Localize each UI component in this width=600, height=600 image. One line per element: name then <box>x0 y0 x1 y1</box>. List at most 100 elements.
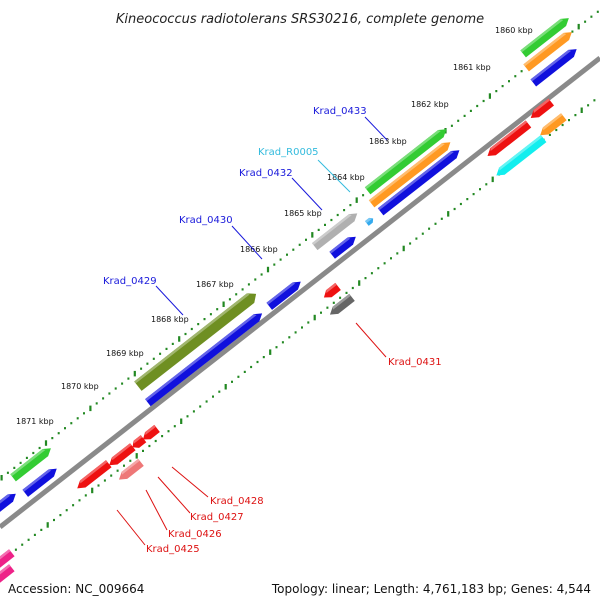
scale-dot <box>13 466 16 469</box>
scale-dot <box>205 400 208 403</box>
kbp-tick-mark <box>46 522 49 528</box>
scale-dot <box>390 257 392 260</box>
gene-pink-krad-0426[interactable] <box>116 458 144 483</box>
scale-dot <box>450 124 453 127</box>
gene-blue-krad-0429[interactable] <box>145 310 265 407</box>
leader-krad-0427 <box>157 476 191 514</box>
scale-dot <box>53 518 55 522</box>
gene-olive-krad-0429-highlight <box>134 293 250 384</box>
gene-magenta-edge[interactable] <box>0 549 15 575</box>
gene-red-krad-0427b[interactable] <box>130 435 147 451</box>
gene-label-krad-r0005[interactable]: Krad_R0005 <box>258 147 319 158</box>
gene-gray-krad-0432[interactable] <box>311 210 360 251</box>
gene-darkgray-krad-0431-body <box>329 293 355 315</box>
kbp-tick-mark <box>44 440 48 446</box>
gene-red-1861-body <box>530 98 555 119</box>
scale-dot <box>40 528 43 531</box>
gene-red-krad-0431[interactable] <box>321 282 341 301</box>
scale-dot <box>317 228 320 231</box>
gene-orange-1861-highlight <box>542 113 563 131</box>
kbp-tick-label: 1865 kbp <box>284 209 322 218</box>
scale-dot <box>288 336 291 339</box>
gene-label-krad-0429[interactable]: Krad_0429 <box>103 276 157 287</box>
gene-blue-1860[interactable] <box>530 46 580 87</box>
gene-orange-1860[interactable] <box>523 29 574 72</box>
gene-label-krad-0431[interactable]: Krad_0431 <box>388 357 442 368</box>
scale-dot <box>184 332 187 336</box>
leader-krad-0425 <box>116 509 146 546</box>
gene-pink-krad-0426-highlight <box>121 458 140 475</box>
leader-krad-0429 <box>155 285 184 316</box>
scale-dot <box>339 296 342 299</box>
scale-dot <box>173 425 176 428</box>
scale-dot <box>256 360 259 364</box>
gene-cyan-1862[interactable] <box>494 134 547 179</box>
scale-dot <box>590 15 593 18</box>
gene-blue-krad-0429-body <box>145 313 263 407</box>
kbp-tick-mark <box>358 280 361 286</box>
gene-magenta-edge-2[interactable] <box>0 564 15 590</box>
gene-orange-krad-0433[interactable] <box>368 139 453 208</box>
gene-red-krad-0428-body <box>142 424 160 440</box>
gene-blue-krad-0430b[interactable] <box>266 278 303 310</box>
gene-green-1871[interactable] <box>10 445 53 482</box>
kbp-tick-mark <box>266 266 270 273</box>
gene-blue-1871-highlight <box>22 469 52 492</box>
gene-label-krad-0433[interactable]: Krad_0433 <box>313 106 367 117</box>
scale-dot <box>148 444 151 448</box>
scale-dot <box>343 209 346 212</box>
scale-dot <box>305 238 307 241</box>
scale-dot <box>142 449 144 452</box>
gene-blue-1871b[interactable] <box>0 490 19 516</box>
gene-label-krad-0430[interactable]: Krad_0430 <box>179 215 233 226</box>
scale-dot <box>469 109 472 112</box>
gene-blue-1871[interactable] <box>22 465 59 497</box>
gene-label-krad-0426[interactable]: Krad_0426 <box>168 529 222 540</box>
scale-dot <box>228 298 231 301</box>
gene-green-1860[interactable] <box>520 15 571 58</box>
gene-red-krad-0427[interactable] <box>106 443 136 469</box>
scale-dot <box>479 188 481 191</box>
scale-dot <box>409 242 412 245</box>
accession-label: Accession: NC_009664 <box>8 582 145 596</box>
gene-label-krad-0432[interactable]: Krad_0432 <box>239 168 293 179</box>
gene-label-krad-0425[interactable]: Krad_0425 <box>146 544 200 555</box>
gene-gray-krad-0432-highlight <box>311 214 352 246</box>
gene-red-krad-0425[interactable] <box>74 460 112 492</box>
kbp-tick-mark <box>402 245 405 252</box>
scale-dot <box>415 237 418 240</box>
gene-red-1861[interactable] <box>528 98 555 121</box>
gene-red-1862[interactable] <box>485 120 532 159</box>
gene-green-1860-body <box>520 18 569 58</box>
gene-blue-krad-0429-highlight <box>145 314 257 402</box>
gene-magenta-edge-highlight <box>0 549 11 567</box>
scale-dot <box>116 469 119 472</box>
gene-label-krad-0428[interactable]: Krad_0428 <box>210 496 264 507</box>
scale-dot <box>108 392 111 395</box>
gene-cyan-krad-r0005[interactable] <box>365 216 375 226</box>
scale-dot <box>95 402 98 405</box>
gene-orange-1861[interactable] <box>537 113 567 139</box>
gene-green-1860-highlight <box>520 18 564 53</box>
scale-dot <box>336 213 339 217</box>
gene-olive-krad-0429[interactable] <box>134 289 260 391</box>
scale-dot <box>421 232 424 235</box>
scale-dot <box>159 352 162 355</box>
scale-dot <box>190 327 193 331</box>
kbp-tick-mark <box>0 475 3 481</box>
gene-darkgray-krad-0431[interactable] <box>327 293 355 318</box>
gene-blue-krad-0430b-highlight <box>266 282 296 305</box>
scale-dot <box>64 427 66 430</box>
label-leaders <box>116 116 388 546</box>
gene-red-krad-0427b-highlight <box>133 435 143 444</box>
gene-red-krad-0428[interactable] <box>140 424 160 443</box>
gene-label-krad-0427[interactable]: Krad_0427 <box>190 512 244 523</box>
gene-green-1871-body <box>10 448 51 482</box>
gene-blue-krad-0430[interactable] <box>329 233 358 259</box>
scale-dot <box>377 267 380 270</box>
gene-green-krad-0433[interactable] <box>364 126 449 195</box>
gene-blue-krad-0433[interactable] <box>377 147 462 216</box>
scale-dot <box>320 311 322 314</box>
scale-dot <box>65 509 68 512</box>
map-title: Kineococcus radiotolerans SRS30216, comp… <box>116 12 484 27</box>
